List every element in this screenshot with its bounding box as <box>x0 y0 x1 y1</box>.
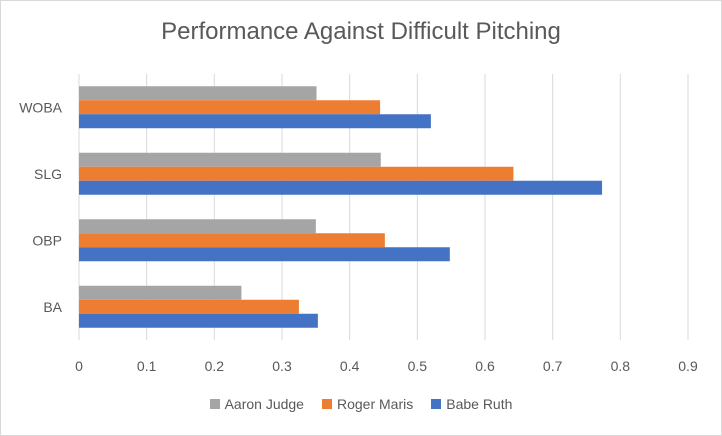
legend-swatch <box>321 399 332 409</box>
legend-item: Aaron Judge <box>209 396 304 412</box>
bar-roger-maris-obp <box>79 233 385 248</box>
bar-babe-ruth-obp <box>79 247 450 262</box>
category-label: WOBA <box>19 99 62 115</box>
x-tick-label: 0.6 <box>475 358 495 374</box>
x-tick-label: 0.5 <box>408 358 428 374</box>
category-label: OBP <box>32 232 62 248</box>
legend-label: Babe Ruth <box>446 396 513 412</box>
legend-label: Roger Maris <box>336 396 414 412</box>
legend-item: Roger Maris <box>321 396 414 412</box>
category-label: SLG <box>34 166 62 182</box>
bar-roger-maris-ba <box>79 299 299 314</box>
legend-swatch <box>209 399 220 409</box>
legend-item: Babe Ruth <box>431 396 512 412</box>
bar-roger-maris-slg <box>79 166 514 181</box>
bar-babe-ruth-ba <box>79 313 318 328</box>
bar-aaron-judge-obp <box>79 219 316 234</box>
x-tick-label: 0.8 <box>611 358 631 374</box>
bar-aaron-judge-ba <box>79 285 242 300</box>
category-label: BA <box>43 299 62 315</box>
bar-babe-ruth-slg <box>79 180 603 195</box>
chart-title: Performance Against Difficult Pitching <box>161 18 561 45</box>
x-tick-label: 0.1 <box>137 358 157 374</box>
bars <box>79 86 603 328</box>
bar-aaron-judge-slg <box>79 152 381 167</box>
bar-aaron-judge-woba <box>79 86 317 101</box>
x-tick-label: 0 <box>75 358 83 374</box>
x-tick-label: 0.2 <box>205 358 225 374</box>
legend: Aaron Judge Roger Maris Babe Ruth <box>0 396 722 412</box>
x-tick-label: 0.4 <box>340 358 360 374</box>
legend-label: Aaron Judge <box>224 396 304 412</box>
x-tick-label: 0.7 <box>543 358 563 374</box>
bar-roger-maris-woba <box>79 100 381 115</box>
x-tick-labels: 0 0.1 0.2 0.3 0.4 0.5 0.6 0.7 0.8 0.9 <box>75 358 698 374</box>
bar-babe-ruth-woba <box>79 114 431 129</box>
category-labels: BA OBP SLG WOBA <box>19 99 62 315</box>
legend-swatch <box>431 399 442 409</box>
x-tick-label: 0.3 <box>272 358 292 374</box>
x-tick-label: 0.9 <box>678 358 698 374</box>
